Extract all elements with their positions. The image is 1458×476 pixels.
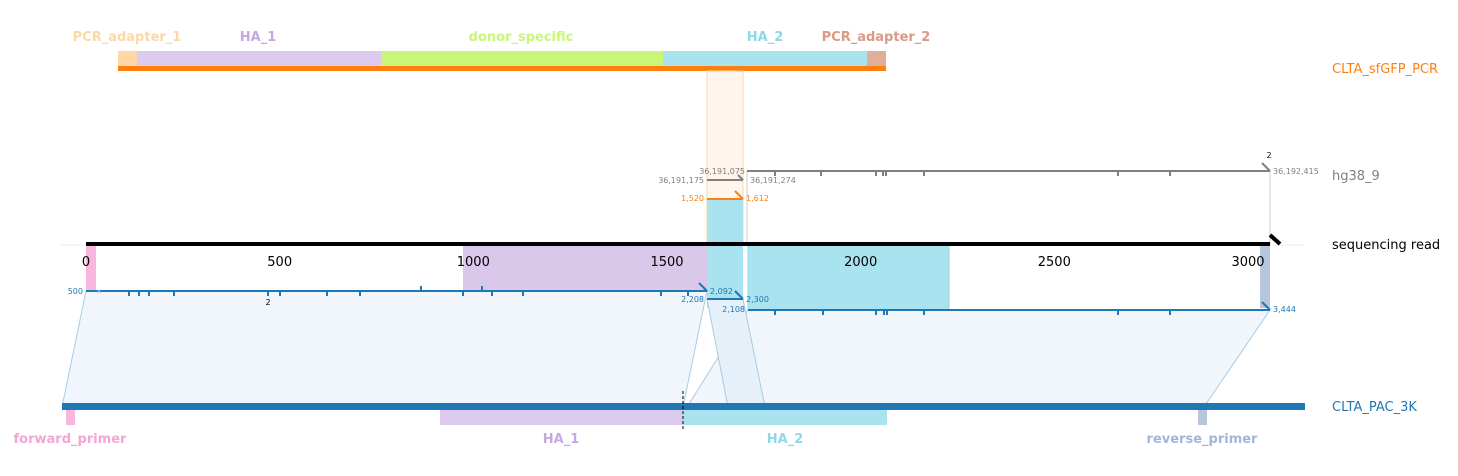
reverse-primer-feature[interactable] bbox=[1198, 410, 1207, 425]
amplicon-connection-band-b bbox=[686, 309, 1271, 408]
axis-tick-label: 0 bbox=[82, 255, 90, 270]
pcr-reference-track: PCR_adapter_1 HA_1 donor_specific HA_2 P… bbox=[73, 30, 931, 71]
pcr-adapter-1-label: PCR_adapter_1 bbox=[73, 30, 182, 45]
ha-1-feature[interactable] bbox=[137, 51, 381, 66]
axis-tick-label: 2500 bbox=[1038, 255, 1071, 270]
pcr-reference-bar bbox=[118, 66, 886, 71]
pcr-start-label: 1,520 bbox=[681, 194, 704, 203]
bottom-ha-2-label: HA_2 bbox=[767, 432, 804, 447]
genome-b-start-label: 36,191,075 bbox=[699, 167, 745, 176]
genome-a-start-label: 36,191,175 bbox=[658, 176, 704, 185]
genome-count-label: 2 bbox=[1266, 151, 1271, 160]
pcr-adapter-1-feature[interactable] bbox=[118, 51, 137, 66]
amplicon-b-end-label: 3,444 bbox=[1273, 305, 1296, 314]
axis-tick-label: 1000 bbox=[457, 255, 490, 270]
genome-track-label: hg38_9 bbox=[1332, 169, 1380, 184]
read-ha-2-region-a[interactable] bbox=[707, 245, 743, 308]
bottom-ha-2-feature[interactable] bbox=[684, 410, 887, 425]
axis-tick-label: 3000 bbox=[1231, 255, 1264, 270]
amplicon-mid-end-label: 2,300 bbox=[746, 295, 769, 304]
amplicon-a-end-label: 2,092 bbox=[710, 287, 733, 296]
ha-2-feature[interactable] bbox=[663, 51, 867, 66]
pcr-track-label: CLTA_sfGFP_PCR bbox=[1332, 62, 1438, 77]
amplicon-a-mismatch-ticks bbox=[128, 286, 689, 296]
forward-primer-label: forward_primer bbox=[14, 432, 128, 447]
donor-specific-label: donor_specific bbox=[469, 30, 574, 45]
read-reverse-primer-region[interactable] bbox=[1260, 245, 1270, 308]
genome-a-end-label: 36,191,274 bbox=[750, 176, 796, 185]
read-ha-1-region[interactable] bbox=[463, 245, 707, 290]
amplicon-a-count-label: 2 bbox=[265, 298, 270, 307]
reverse-primer-label: reverse_primer bbox=[1147, 432, 1259, 447]
genome-mismatch-ticks bbox=[774, 171, 1171, 176]
ha-1-label: HA_1 bbox=[240, 30, 277, 45]
forward-primer-feature[interactable] bbox=[66, 410, 75, 425]
amplicon-alignment-mid-arrow bbox=[734, 290, 744, 300]
amplicon-alignment-a-arrow bbox=[698, 282, 708, 292]
amplicon-track-label: CLTA_PAC_3K bbox=[1332, 400, 1417, 415]
pcr-alignment-arrow bbox=[734, 190, 744, 200]
read-forward-primer-region[interactable] bbox=[86, 245, 96, 290]
pcr-adapter-2-label: PCR_adapter_2 bbox=[822, 30, 931, 45]
amplicon-connection-band-a bbox=[61, 290, 708, 408]
axis-tick-label: 500 bbox=[267, 255, 292, 270]
amplicon-b-mismatch-ticks bbox=[774, 310, 1171, 315]
genome-alignment-b-arrow bbox=[1261, 162, 1271, 172]
genome-alignment-a-arrow bbox=[737, 174, 744, 181]
pcr-alignment[interactable]: 1,520 1,612 bbox=[681, 190, 769, 203]
amplicon-a-start-label: 500 bbox=[68, 287, 83, 296]
sequencing-read-arrow bbox=[1268, 233, 1282, 246]
pcr-end-label: 1,612 bbox=[746, 194, 769, 203]
bottom-ha-1-label: HA_1 bbox=[543, 432, 580, 447]
axis-tick-label: 2000 bbox=[844, 255, 877, 270]
read-track-label: sequencing read bbox=[1332, 238, 1440, 253]
amplicon-alignments: 500 × 2,092 2 2,208 2,300 2,108 3,444 bbox=[61, 282, 1296, 408]
pcr-aligned-segment-fill bbox=[707, 199, 743, 244]
axis-ticks: 0 500 1000 1500 2000 2500 3000 bbox=[82, 255, 1265, 270]
genome-b-end-label: 36,192,415 bbox=[1273, 167, 1319, 176]
pcr-adapter-2-feature[interactable] bbox=[867, 51, 886, 66]
unaligned-x-icon: × bbox=[96, 287, 103, 296]
amplicon-alignment-b-arrow bbox=[1261, 301, 1271, 311]
amplicon-reference-track: forward_primer HA_1 HA_2 reverse_primer bbox=[14, 391, 1305, 447]
read-features bbox=[86, 244, 1270, 311]
axis-tick-label: 1500 bbox=[650, 255, 683, 270]
donor-specific-feature[interactable] bbox=[381, 51, 663, 66]
genome-alignments: 36,191,175 36,191,274 36,191,075 36,192,… bbox=[658, 151, 1319, 185]
sequencing-read-axis: 0 500 1000 1500 2000 2500 3000 bbox=[60, 233, 1305, 270]
amplicon-b-start-label: 2,108 bbox=[722, 305, 745, 314]
amplicon-mid-start-label: 2,208 bbox=[681, 295, 704, 304]
bottom-ha-1-feature[interactable] bbox=[440, 410, 684, 425]
ha-2-label: HA_2 bbox=[747, 30, 784, 45]
